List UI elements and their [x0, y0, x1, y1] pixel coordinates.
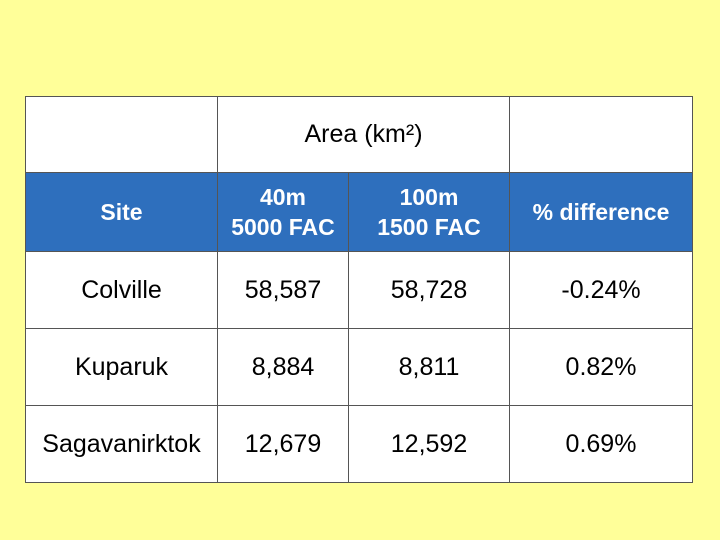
data-row: Colville 58,587 58,728 -0.24% [25, 251, 693, 329]
site-cell: Colville [25, 251, 218, 329]
column-header: 40m 5000 FAC [217, 172, 349, 252]
value-cell: 8,884 [217, 328, 349, 406]
header-line: 100m [399, 184, 459, 210]
value-cell: 0.82% [509, 328, 693, 406]
value-cell: 12,679 [217, 405, 349, 483]
header-line: % difference [532, 199, 670, 225]
column-header: Site [25, 172, 218, 252]
empty-cell [509, 96, 693, 173]
area-table: Area (km²) Site 40m 5000 FAC 100m 1500 FAC % … [25, 96, 693, 483]
group-header: Area (km²) [217, 96, 510, 173]
site-cell: Kuparuk [25, 328, 218, 406]
value-cell: 58,728 [348, 251, 510, 329]
value-cell: 8,811 [348, 328, 510, 406]
header-line: 5000 FAC [231, 214, 335, 240]
header-line: 40m [259, 184, 307, 210]
column-header: % difference [509, 172, 693, 252]
value-cell: 12,592 [348, 405, 510, 483]
column-header: 100m 1500 FAC [348, 172, 510, 252]
data-row: Kuparuk 8,884 8,811 0.82% [25, 328, 693, 406]
group-header-row: Area (km²) [25, 96, 693, 173]
site-cell: Sagavanirktok [25, 405, 218, 483]
value-cell: -0.24% [509, 251, 693, 329]
value-cell: 0.69% [509, 405, 693, 483]
header-line: Site [100, 199, 143, 225]
value-cell: 58,587 [217, 251, 349, 329]
data-row: Sagavanirktok 12,679 12,592 0.69% [25, 405, 693, 483]
empty-cell [25, 96, 218, 173]
header-row: Site 40m 5000 FAC 100m 1500 FAC % difference [25, 172, 693, 252]
header-line: 1500 FAC [377, 214, 481, 240]
